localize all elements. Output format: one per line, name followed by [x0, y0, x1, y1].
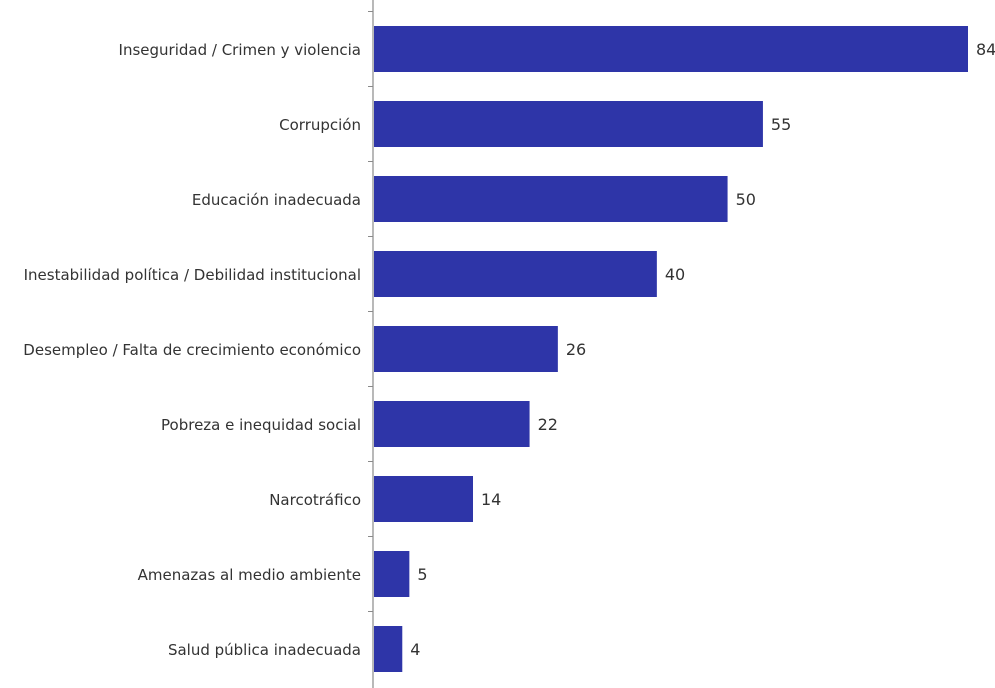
value-label-0: 84 [976, 40, 995, 59]
bar-8 [374, 626, 403, 672]
category-label-7: Amenazas al medio ambiente [138, 566, 361, 584]
bar-2 [374, 176, 728, 222]
value-label-1: 55 [771, 115, 791, 134]
value-label-5: 22 [538, 415, 558, 434]
bar-7 [374, 551, 410, 597]
value-label-8: 4 [410, 640, 420, 659]
value-label-4: 26 [566, 340, 586, 359]
category-label-2: Educación inadecuada [192, 191, 361, 209]
bars-layer [374, 26, 968, 672]
category-label-1: Corrupción [279, 116, 361, 134]
category-label-5: Pobreza e inequidad social [161, 416, 361, 434]
category-labels-layer: Inseguridad / Crimen y violencia Corrupci… [23, 41, 361, 659]
category-label-4: Desempleo / Falta de crecimiento económi… [23, 341, 361, 359]
value-label-6: 14 [481, 490, 501, 509]
value-label-2: 50 [736, 190, 756, 209]
value-label-3: 40 [665, 265, 685, 284]
category-label-8: Salud pública inadecuada [168, 641, 361, 659]
bar-5 [374, 401, 530, 447]
category-label-0: Inseguridad / Crimen y violencia [119, 41, 361, 59]
bar-1 [374, 101, 763, 147]
bar-6 [374, 476, 473, 522]
axis-layer [368, 0, 374, 688]
value-labels-layer: 84 55 50 40 26 22 14 5 4 [410, 40, 995, 659]
category-label-3: Inestabilidad política / Debilidad insti… [24, 266, 361, 284]
bar-0 [374, 26, 968, 72]
value-label-7: 5 [417, 565, 427, 584]
category-label-6: Narcotráfico [269, 491, 361, 509]
bar-3 [374, 251, 657, 297]
bar-4 [374, 326, 558, 372]
